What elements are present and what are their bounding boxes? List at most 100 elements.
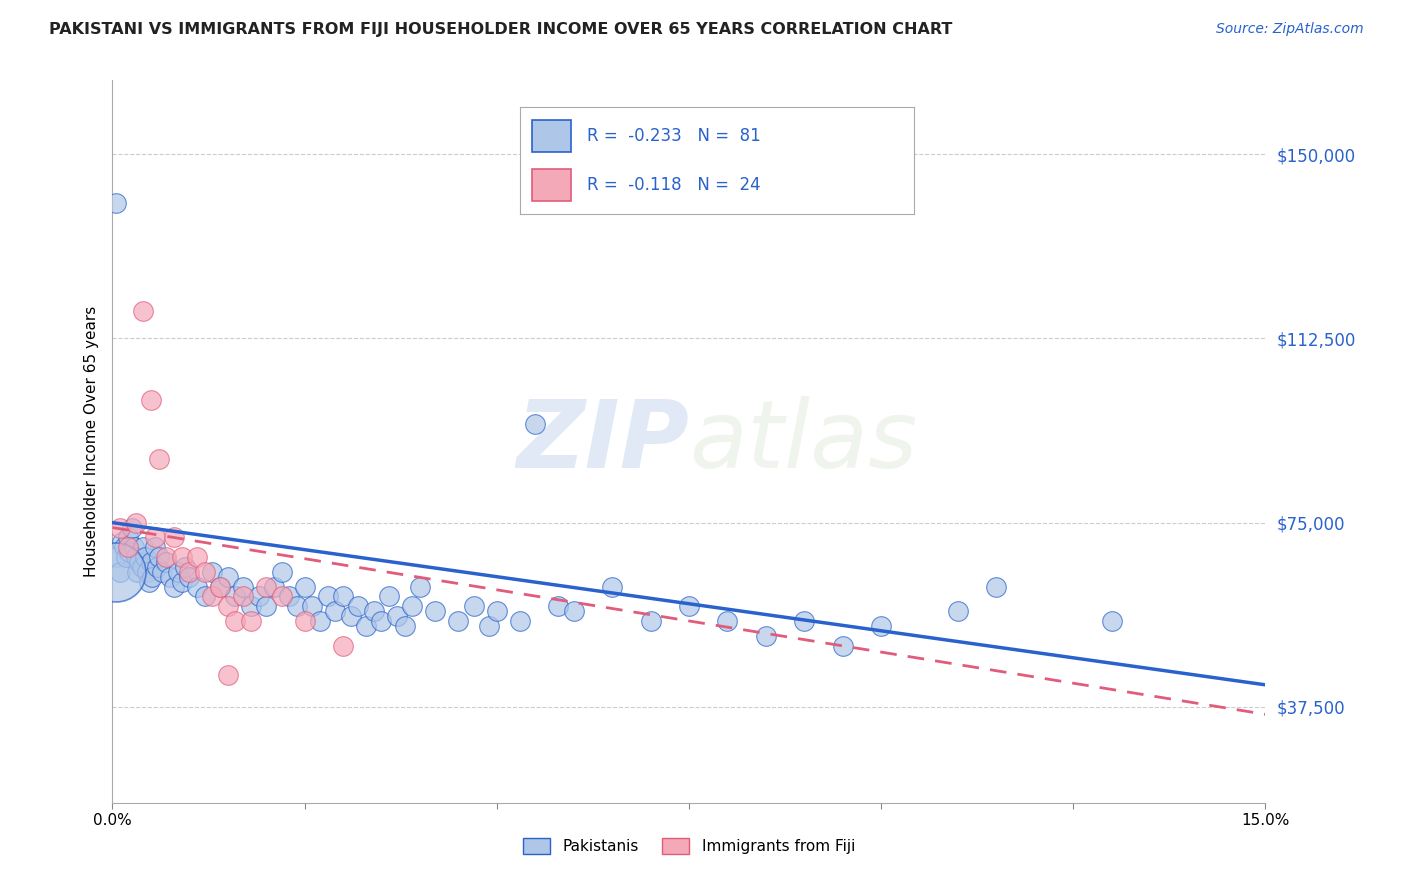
Point [105,565,128,579]
Point [179,570,201,584]
Text: R =  -0.118   N =  24: R = -0.118 N = 24 [588,177,761,194]
Point [128,555,150,569]
Point [170,574,193,589]
Point [224,590,246,604]
Point [239,599,262,614]
Point [105,549,128,564]
Point [316,590,339,604]
Point [678,599,700,614]
Point [239,614,262,628]
Point [117,540,139,554]
Point [124,516,146,530]
Point [870,619,893,633]
Point [155,555,177,569]
Point [294,614,316,628]
Point [155,549,177,564]
Point [194,590,217,604]
Bar [531,120,571,152]
Point [136,565,159,579]
Point [294,580,316,594]
Point [447,614,470,628]
Point [159,570,181,584]
Point [118,545,141,559]
Point [600,580,623,594]
Point [370,614,392,628]
Point [509,614,531,628]
Point [332,590,354,604]
Point [186,580,208,594]
Point [108,520,131,534]
Y-axis label: Householder Income Over 65 years: Householder Income Over 65 years [83,306,98,577]
Point [125,565,148,579]
Point [347,599,370,614]
Point [224,614,246,628]
Point [148,451,170,466]
Point [247,590,270,604]
Point [485,604,508,618]
Point [232,580,254,594]
Point [409,580,432,594]
Point [139,392,162,407]
Point [163,580,186,594]
Point [163,530,186,544]
Point [112,540,135,554]
Text: PAKISTANI VS IMMIGRANTS FROM FIJI HOUSEHOLDER INCOME OVER 65 YEARS CORRELATION C: PAKISTANI VS IMMIGRANTS FROM FIJI HOUSEH… [49,22,953,37]
Point [263,580,285,594]
Point [148,549,170,564]
Point [179,565,201,579]
Point [254,580,277,594]
Point [194,565,217,579]
Point [108,565,131,579]
Point [143,540,166,554]
Point [152,565,174,579]
Point [547,599,569,614]
Point [332,639,354,653]
Point [354,619,377,633]
Point [117,530,139,544]
Text: atlas: atlas [689,396,917,487]
Point [186,549,208,564]
Point [640,614,662,628]
Point [946,604,969,618]
Point [115,549,138,564]
Point [201,590,224,604]
Point [270,565,292,579]
Point [831,639,853,653]
Text: ZIP: ZIP [516,395,689,488]
Point [134,549,156,564]
Point [285,599,308,614]
Point [209,580,232,594]
Point [122,540,145,554]
Point [385,609,408,624]
Point [217,570,239,584]
Point [124,549,146,564]
Point [478,619,501,633]
Point [141,570,163,584]
Point [209,580,232,594]
Point [339,609,361,624]
Point [325,604,347,618]
Legend: Pakistanis, Immigrants from Fiji: Pakistanis, Immigrants from Fiji [517,832,860,860]
Point [138,574,160,589]
Point [1101,614,1123,628]
Point [217,599,239,614]
Point [363,604,385,618]
Point [301,599,323,614]
Point [105,196,128,211]
Point [524,417,547,432]
Point [463,599,485,614]
Point [139,555,162,569]
Point [132,304,155,318]
Point [755,629,778,643]
Text: R =  -0.233   N =  81: R = -0.233 N = 81 [588,127,761,145]
Point [562,604,585,618]
Point [425,604,447,618]
Text: Source: ZipAtlas.com: Source: ZipAtlas.com [1216,22,1364,37]
Point [793,614,815,628]
Point [146,560,169,574]
Point [174,560,197,574]
Point [278,590,301,604]
Point [201,565,224,579]
Point [378,590,401,604]
Point [232,590,254,604]
